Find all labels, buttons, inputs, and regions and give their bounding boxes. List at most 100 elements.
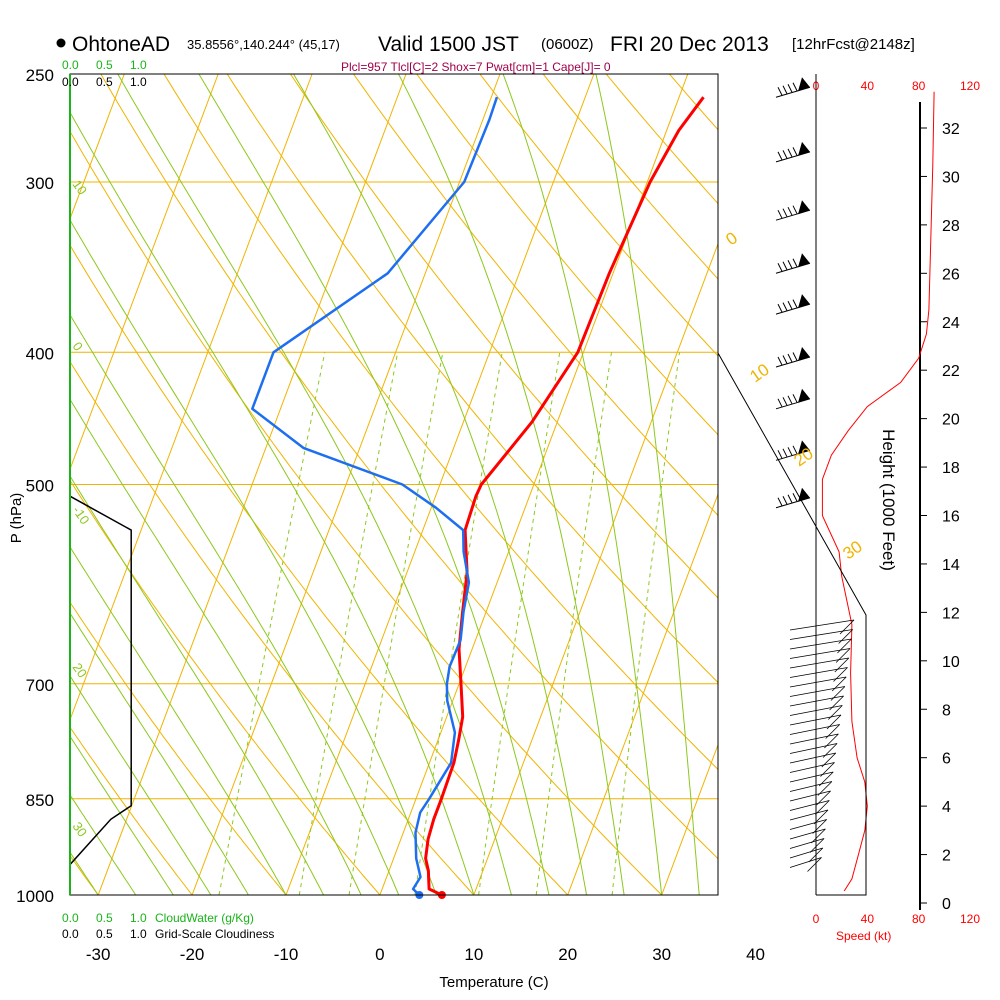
moist-adiabat-label: 20 <box>70 660 91 680</box>
temperature-tick-label: -30 <box>86 945 111 964</box>
speed-tick-label: 80 <box>912 912 926 926</box>
moist-adiabat-label: 0 <box>70 339 86 354</box>
temperature-tick-label: 40 <box>746 945 765 964</box>
moist-adiabat-line <box>70 735 174 895</box>
wind-barb-feather <box>812 819 827 834</box>
wind-barb-feather <box>792 82 798 91</box>
wind-barb <box>775 487 811 509</box>
moist-adiabat-line <box>198 74 550 895</box>
moist-adiabat-line <box>70 398 362 895</box>
x-axis-label: Temperature (C) <box>439 974 548 991</box>
wind-barb-feather <box>792 299 798 308</box>
temperature-tick-label: 30 <box>652 945 671 964</box>
cloudiness-tick-label: 1.0 <box>130 75 147 89</box>
dry-adiabat-line <box>70 130 663 895</box>
height-tick-label: 8 <box>942 702 951 719</box>
wind-barb-staff <box>789 743 838 754</box>
height-tick-label: 14 <box>942 557 960 574</box>
height-tick-label: 22 <box>942 363 960 380</box>
height-tick-label: 28 <box>942 218 960 235</box>
moist-adiabat-line <box>70 475 325 895</box>
height-tick-label: 26 <box>942 266 960 283</box>
moist-adiabat-line <box>293 74 587 895</box>
station-coords: 35.8556°,140.244° (45,17) <box>187 37 340 52</box>
cloudiness-tick-label: 0.0 <box>62 75 79 89</box>
wind-barb-feather <box>792 258 798 267</box>
height-axis-label: Height (1000 Feet) <box>879 429 898 571</box>
cloudiness-tick-label: 0.5 <box>96 927 113 941</box>
speed-tick-label: 120 <box>960 912 980 926</box>
wind-barb-feather <box>782 208 788 217</box>
height-tick-label: 24 <box>942 315 960 332</box>
wind-barb-feather <box>777 398 783 408</box>
height-tick-label: 2 <box>942 848 951 865</box>
mixing-ratio-label: 3 <box>337 899 352 913</box>
wind-barb-staff <box>789 857 822 868</box>
wind-barb-staff <box>789 790 831 802</box>
wind-barb-feather <box>839 619 855 635</box>
wind-barb-feather <box>787 260 793 269</box>
temperature-tick-label: -20 <box>180 945 205 964</box>
moist-adiabat-line <box>502 74 663 895</box>
valid-time: Valid 1500 JST <box>378 33 519 56</box>
wind-barb-feather <box>792 352 798 361</box>
wind-barb-staff <box>789 695 844 707</box>
wind-barb-feather <box>787 447 793 456</box>
isotherm-line <box>70 74 219 471</box>
wind-barb <box>775 253 811 274</box>
wind-barb-feather <box>792 205 798 214</box>
moist-adiabat-label: 10 <box>70 177 91 197</box>
wind-barb-feather <box>777 151 783 161</box>
speed-tick-label: 80 <box>912 79 926 93</box>
wind-barb-feather <box>815 800 830 815</box>
cloudwater-tick-label: 1.0 <box>130 58 147 72</box>
moist-adiabat-line <box>70 111 475 895</box>
cloudiness-axis-label: Grid-Scale Cloudiness <box>155 927 274 941</box>
wind-barb <box>775 294 811 315</box>
moist-adiabat-line <box>70 545 287 895</box>
wind-barb-flag <box>798 346 810 361</box>
wind-barb-staff <box>789 686 845 697</box>
height-tick-label: 18 <box>942 460 960 477</box>
wind-barb-flag <box>798 253 810 268</box>
wind-barb-feather <box>816 790 831 806</box>
dry-adiabat-line <box>669 74 718 131</box>
speed-tick-label: 120 <box>960 79 980 93</box>
wind-barb-staff <box>789 714 842 726</box>
dry-adiabat-line <box>353 74 718 517</box>
cloudwater-tick-label: 0.5 <box>96 911 113 925</box>
cloudiness-tick-label: 1.0 <box>130 927 147 941</box>
isotherm-line <box>70 74 125 221</box>
wind-barb-feather <box>808 847 824 863</box>
wind-barb-feather <box>777 497 783 506</box>
wind-barb-staff <box>789 771 834 783</box>
wind-barb <box>775 141 811 163</box>
zulu-time: (0600Z) <box>541 36 594 53</box>
height-tick-label: 4 <box>942 799 951 816</box>
moist-adiabat-line <box>595 74 700 895</box>
wind-barb-feather <box>838 629 853 644</box>
cloudiness-tick-label: 0.0 <box>62 927 79 941</box>
station-bullet-icon <box>56 38 66 48</box>
wind-barb-feather <box>792 394 798 403</box>
wind-speed-line <box>821 91 935 892</box>
mixing-ratio-line <box>298 352 399 895</box>
wind-barb <box>775 440 811 461</box>
wind-barb-staff <box>789 667 848 678</box>
wind-panel: 0246810121416182022242628303200404080801… <box>717 74 980 926</box>
chart-axes: 010203010-10020301000850700500400300250-… <box>16 58 866 964</box>
speed-axis-label: Speed (kt) <box>836 929 891 943</box>
wind-barb-feather <box>787 206 793 216</box>
wind-barb-feather <box>787 395 793 405</box>
pressure-tick-label: 300 <box>26 174 54 193</box>
wind-barb-feather <box>777 450 783 459</box>
dry-adiabat-line <box>479 74 718 357</box>
wind-barb <box>775 388 811 410</box>
wind-barb-feather <box>777 303 783 313</box>
mixing-ratio-label: 20 <box>600 894 619 913</box>
mixing-ratio-label: 5 <box>403 899 418 913</box>
height-tick-label: 30 <box>942 169 960 186</box>
temperature-tick-label: 20 <box>558 945 577 964</box>
wind-barb-feather <box>837 638 852 654</box>
